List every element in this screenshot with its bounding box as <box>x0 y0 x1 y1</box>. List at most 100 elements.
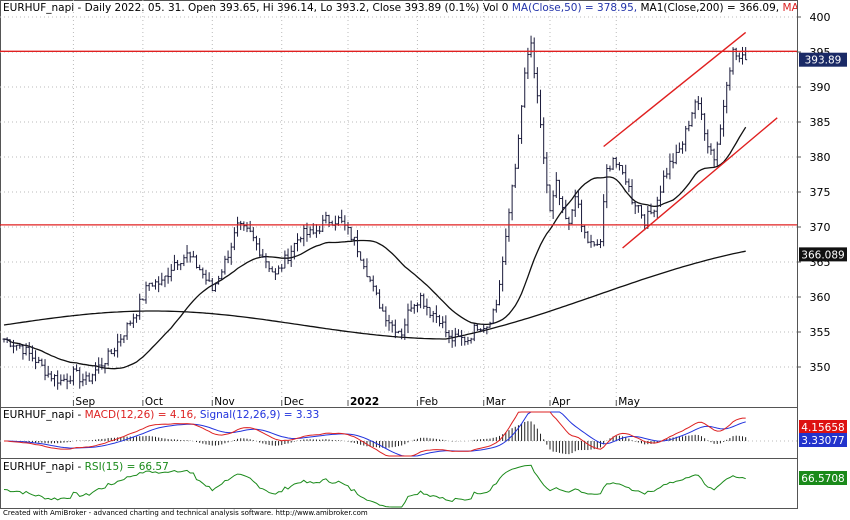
price-bar-122 <box>387 314 391 331</box>
price-bar-132 <box>419 292 423 309</box>
price-bar-31 <box>100 357 104 370</box>
price-bar-209 <box>662 170 666 193</box>
price-bar-164 <box>520 105 524 144</box>
price-bar-178 <box>564 199 568 220</box>
price-bar-2 <box>8 339 12 348</box>
price-bar-130 <box>412 303 416 314</box>
trend-channel <box>603 31 778 249</box>
rsi-header-prefix: EURHUF_napi - <box>3 461 85 473</box>
price-bar-7 <box>24 343 28 356</box>
price-bar-117 <box>371 275 375 292</box>
price-bar-228 <box>722 99 726 137</box>
price-bar-70 <box>223 255 227 275</box>
ma200-badge-text: 366.089 <box>801 249 844 261</box>
price-bar-88 <box>280 263 284 272</box>
price-bar-28 <box>90 373 94 385</box>
ma200-badge: 366.089 <box>799 247 847 262</box>
price-bar-163 <box>516 134 520 169</box>
price-bar-24 <box>78 367 82 389</box>
price-bar-5 <box>18 342 22 349</box>
rsi-value-badge: 66.5708 <box>799 471 847 485</box>
price-bar-18 <box>59 374 63 386</box>
price-bar-21 <box>68 375 72 384</box>
price-bar-200 <box>633 201 637 215</box>
price-bar-115 <box>365 258 369 278</box>
price-bar-162 <box>513 163 517 188</box>
price-bar-198 <box>627 178 631 193</box>
y-tick-label-355: 355 <box>810 326 831 339</box>
signal-value-badge-box <box>799 433 847 447</box>
price-bar-136 <box>431 310 435 323</box>
macd-legend-cut: MACD(1 <box>782 2 798 14</box>
price-bar-196 <box>621 165 625 175</box>
price-bar-149 <box>472 323 476 342</box>
price-bar-92 <box>292 242 296 260</box>
price-bar-153 <box>485 326 489 335</box>
price-bar-114 <box>362 258 366 270</box>
price-bar-176 <box>557 179 561 206</box>
price-bar-93 <box>296 233 300 252</box>
x-tick-label-6: Mar <box>486 396 506 408</box>
signal-line <box>4 411 746 457</box>
price-bar-116 <box>368 276 372 283</box>
price-bar-195 <box>617 162 621 171</box>
price-bar-140 <box>444 315 448 338</box>
price-bar-222 <box>703 113 707 141</box>
price-bar-224 <box>709 143 713 155</box>
price-bar-150 <box>475 324 479 331</box>
price-bar-0 <box>2 338 6 343</box>
price-bar-121 <box>384 306 388 327</box>
price-bar-189 <box>598 239 602 249</box>
price-bar-154 <box>488 321 492 328</box>
price-bar-32 <box>103 362 107 374</box>
ma50-series <box>3 126 747 370</box>
rsi-line <box>3 464 746 508</box>
price-bar-19 <box>62 374 66 382</box>
price-bar-12 <box>40 358 44 367</box>
price-bar-56 <box>179 263 183 271</box>
x-tick-label-4: 2022 <box>350 396 379 408</box>
price-bar-25 <box>81 373 85 387</box>
rsi-panel-header: EURHUF_napi - RSI(15) = 66.57 <box>3 461 169 473</box>
macd-value-badge-box <box>799 420 847 434</box>
price-bar-139 <box>441 316 445 329</box>
price-bar-124 <box>393 319 397 339</box>
price-bar-112 <box>355 230 359 258</box>
y-tick-label-400: 400 <box>810 11 831 24</box>
last-close-badge: 393.89 <box>799 52 847 67</box>
x-tick-label-3: Dec <box>284 396 305 408</box>
price-bar-168 <box>532 37 536 79</box>
price-bar-90 <box>286 248 290 265</box>
price-bar-159 <box>504 228 508 265</box>
price-bar-142 <box>450 330 454 348</box>
price-bar-16 <box>52 374 56 387</box>
y-tick-label-360: 360 <box>810 291 831 304</box>
price-bar-225 <box>712 148 716 167</box>
price-bar-107 <box>340 209 344 224</box>
price-bar-205 <box>649 203 653 215</box>
price-bar-10 <box>34 350 38 370</box>
price-bar-79 <box>251 227 255 242</box>
price-bar-208 <box>658 185 662 207</box>
panel-frames <box>0 0 798 509</box>
price-bar-33 <box>106 348 110 366</box>
price-bar-82 <box>261 248 265 258</box>
price-bar-175 <box>554 172 558 199</box>
price-bar-179 <box>567 216 571 231</box>
price-bar-89 <box>283 250 287 269</box>
price-bar-218 <box>690 111 694 127</box>
price-bar-80 <box>254 235 258 251</box>
price-grid <box>0 0 797 406</box>
price-bar-127 <box>403 318 407 340</box>
price-bar-63 <box>201 267 205 279</box>
price-bar-129 <box>409 300 413 313</box>
price-bar-99 <box>314 224 318 238</box>
channel-upper-line <box>603 31 747 148</box>
x-tick-label-1: Oct <box>145 396 163 408</box>
price-bar-143 <box>453 327 457 347</box>
price-bar-87 <box>277 265 281 275</box>
price-bar-201 <box>636 204 640 213</box>
price-bar-49 <box>157 276 161 293</box>
price-bar-96 <box>305 222 309 242</box>
